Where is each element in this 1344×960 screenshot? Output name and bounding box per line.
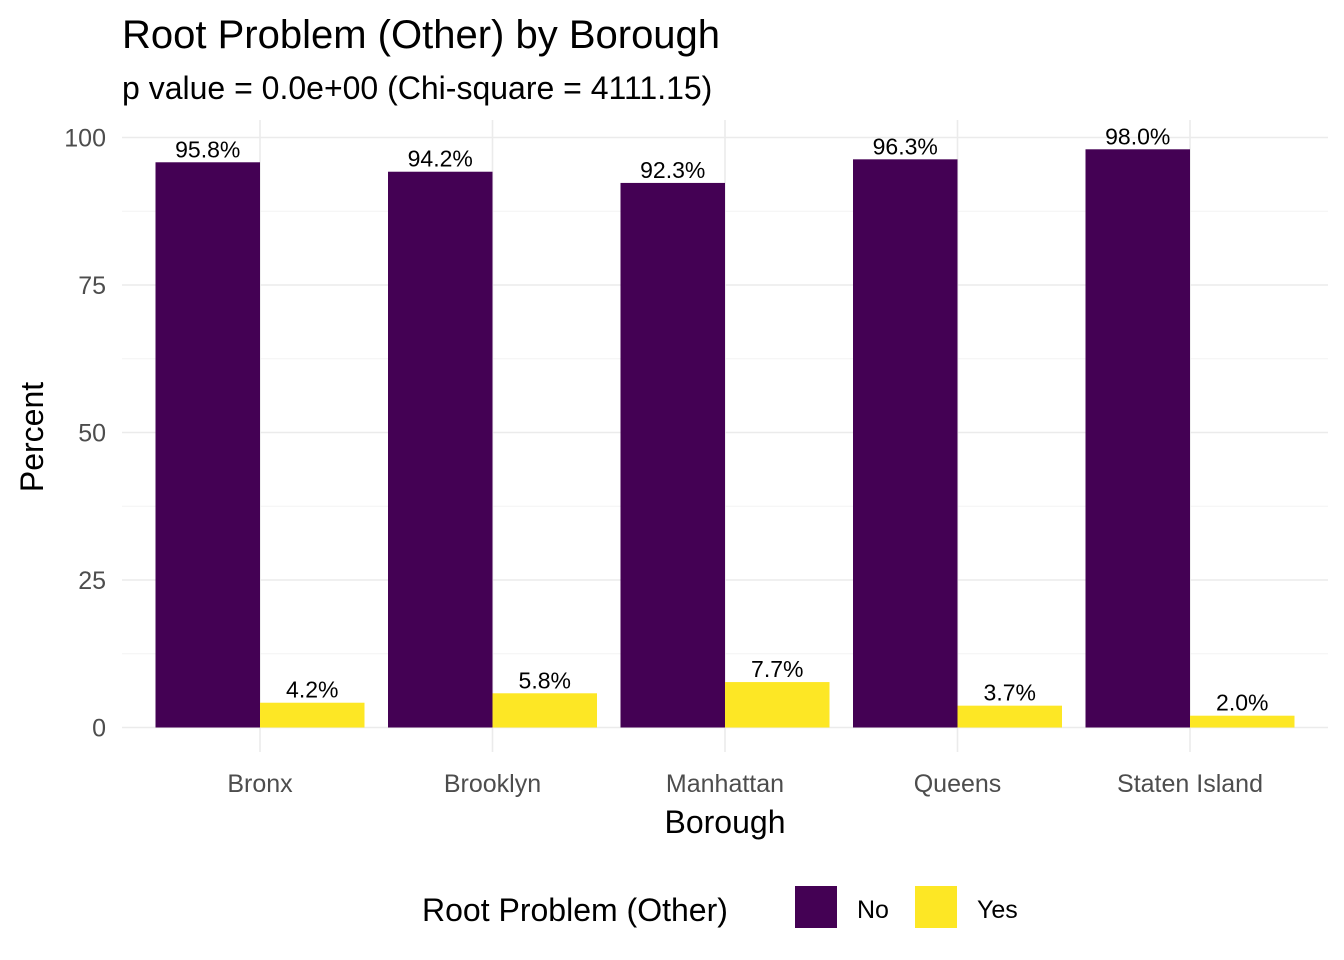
chart-title: Root Problem (Other) by Borough <box>122 13 720 57</box>
chart-subtitle: p value = 0.0e+00 (Chi-square = 4111.15) <box>122 70 712 106</box>
bar-no <box>388 171 493 728</box>
y-tick-label: 25 <box>78 567 106 595</box>
y-tick-label: 50 <box>78 420 106 448</box>
legend-label-no: No <box>857 896 889 924</box>
bar-yes <box>492 693 597 728</box>
bar-value-label: 95.8% <box>175 136 240 162</box>
bar-no <box>853 159 958 728</box>
bar-value-label: 94.2% <box>408 146 473 172</box>
bar-no <box>620 182 725 728</box>
bar-value-label: 2.0% <box>1216 690 1268 716</box>
bar-value-label: 92.3% <box>640 157 705 183</box>
x-axis-ticks: Bronx Brooklyn Manhattan Queens Staten Islan… <box>227 770 1263 798</box>
bar-no <box>1085 149 1190 728</box>
legend-label-yes: Yes <box>977 896 1018 924</box>
bar-value-label: 3.7% <box>984 680 1036 706</box>
bar-value-label: 4.2% <box>286 677 338 703</box>
legend-key-yes <box>915 886 957 928</box>
bar-value-label: 5.8% <box>519 667 571 693</box>
bar-value-label: 7.7% <box>751 656 803 682</box>
x-tick-label: Bronx <box>227 770 293 798</box>
legend-items: No Yes <box>795 886 1018 928</box>
legend-title: Root Problem (Other) <box>422 892 728 928</box>
y-axis-title: Percent <box>14 382 50 492</box>
x-tick-label: Brooklyn <box>444 770 541 798</box>
bar-yes <box>260 702 365 728</box>
bar-yes <box>1190 715 1295 728</box>
bars <box>155 149 1295 728</box>
bar-no <box>155 162 260 728</box>
y-tick-label: 75 <box>78 272 106 300</box>
x-tick-label: Staten Island <box>1117 770 1263 798</box>
legend-key-no <box>795 886 837 928</box>
x-tick-label: Queens <box>914 770 1002 798</box>
y-axis-ticks: 0 25 50 75 100 <box>64 125 106 743</box>
legend: Root Problem (Other) No Yes <box>422 886 1018 928</box>
x-tick-label: Manhattan <box>666 770 784 798</box>
bar-yes <box>725 682 830 728</box>
bar-yes <box>957 705 1062 728</box>
y-tick-label: 100 <box>64 125 106 153</box>
x-axis-title: Borough <box>665 804 786 840</box>
bar-value-label: 98.0% <box>1105 123 1170 149</box>
bar-value-label: 96.3% <box>873 133 938 159</box>
bar-labels: 95.8% 94.2% 92.3% 96.3% 98.0% 4.2% 5.8% 7.7% 3.7… <box>175 123 1268 715</box>
y-tick-label: 0 <box>92 715 106 743</box>
